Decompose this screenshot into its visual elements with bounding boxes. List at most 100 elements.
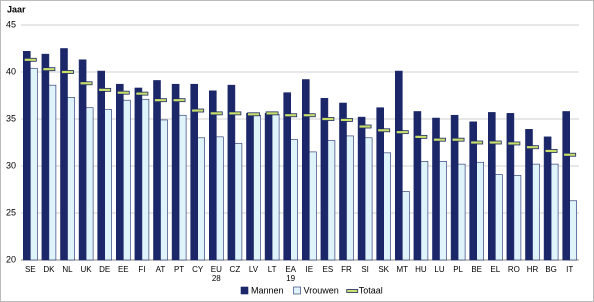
y-tick-label: 20	[6, 254, 16, 264]
bar	[209, 90, 217, 261]
x-tick-label: SI	[361, 265, 369, 274]
total-marker	[526, 145, 539, 150]
bar	[160, 119, 168, 261]
total-marker	[302, 113, 316, 118]
legend-swatch	[293, 286, 301, 295]
x-tick-label: IE	[305, 265, 314, 274]
total-marker	[395, 130, 409, 135]
x-tick-label: HU	[415, 265, 427, 274]
bar	[264, 113, 273, 261]
total-marker	[98, 87, 112, 92]
y-axis-label: Jaar	[7, 4, 26, 14]
bar	[550, 163, 559, 261]
x-tick-label: LT	[267, 265, 277, 274]
bar	[506, 113, 515, 261]
bar	[134, 87, 143, 261]
total-marker	[228, 111, 242, 116]
bar	[116, 83, 124, 261]
bar	[104, 109, 112, 261]
x-tick-label: AT	[155, 265, 166, 274]
bar	[569, 200, 578, 261]
total-marker	[451, 137, 465, 142]
bar	[394, 70, 403, 261]
y-tick-label: 35	[6, 113, 16, 123]
x-tick-label: CY	[192, 265, 204, 274]
total-marker	[61, 70, 74, 74]
x-tick-label: BG	[545, 265, 557, 274]
total-marker	[247, 112, 260, 117]
x-tick-label: HR	[526, 265, 539, 274]
total-marker	[284, 113, 298, 118]
bar	[253, 114, 261, 261]
bar	[67, 97, 75, 261]
total-marker	[377, 128, 391, 133]
bar	[290, 139, 299, 261]
bar	[60, 48, 68, 261]
y-tick-label: 45	[6, 19, 16, 29]
x-tick-label: SK	[378, 265, 390, 274]
y-tick-label: 30	[6, 160, 16, 170]
x-tick-label: BE	[471, 265, 483, 274]
bar	[401, 191, 410, 261]
bar	[346, 135, 354, 261]
x-tick-label: EE	[117, 265, 129, 274]
total-marker	[544, 149, 558, 153]
bar	[171, 83, 180, 261]
total-marker	[563, 152, 577, 157]
y-tick-label: 40	[6, 66, 16, 76]
legend-label: Mannen	[251, 285, 284, 295]
total-marker	[116, 90, 130, 95]
x-tick-label: DK	[43, 265, 55, 274]
legend-label: Totaal	[359, 285, 383, 295]
x-tick-label: NL	[62, 265, 73, 274]
bar	[320, 98, 329, 261]
bar	[364, 137, 373, 261]
total-marker	[23, 57, 37, 62]
y-tick-label: 25	[6, 207, 16, 217]
bar	[413, 111, 422, 261]
total-marker	[79, 81, 93, 86]
bar	[487, 112, 496, 261]
total-marker	[414, 134, 428, 139]
x-tick-label: IT	[566, 265, 574, 274]
bar	[283, 92, 292, 261]
bar	[216, 136, 224, 261]
total-marker	[488, 140, 502, 145]
total-marker	[470, 140, 484, 145]
bar	[383, 152, 392, 261]
bar	[327, 140, 336, 261]
bar	[178, 114, 187, 261]
total-marker	[172, 98, 186, 103]
bar	[234, 143, 243, 261]
bar	[153, 80, 161, 261]
legend-swatch	[240, 286, 249, 295]
bar	[562, 111, 571, 261]
bar	[197, 137, 205, 261]
bar	[97, 70, 105, 261]
bar	[494, 174, 503, 261]
x-tick-label: EL	[490, 265, 501, 274]
total-marker	[507, 141, 521, 146]
x-tick-label: PL	[453, 265, 463, 274]
bar	[48, 84, 57, 261]
total-marker	[340, 118, 353, 122]
total-marker	[135, 91, 149, 96]
x-tick-label: CZ	[229, 265, 241, 274]
total-marker	[358, 124, 372, 129]
bar	[123, 99, 131, 261]
bar	[141, 98, 150, 261]
bar	[301, 79, 310, 261]
total-marker	[191, 108, 205, 113]
legend-swatch	[346, 289, 359, 293]
bar	[271, 114, 280, 261]
bar	[85, 107, 94, 261]
x-tick-label: ES	[322, 265, 334, 274]
bar	[476, 161, 485, 261]
x-tick-label: DE	[99, 265, 111, 274]
x-tick-label: FI	[138, 265, 146, 274]
bar	[513, 175, 522, 261]
x-tick-label: SE	[24, 265, 36, 274]
bar	[29, 67, 38, 261]
